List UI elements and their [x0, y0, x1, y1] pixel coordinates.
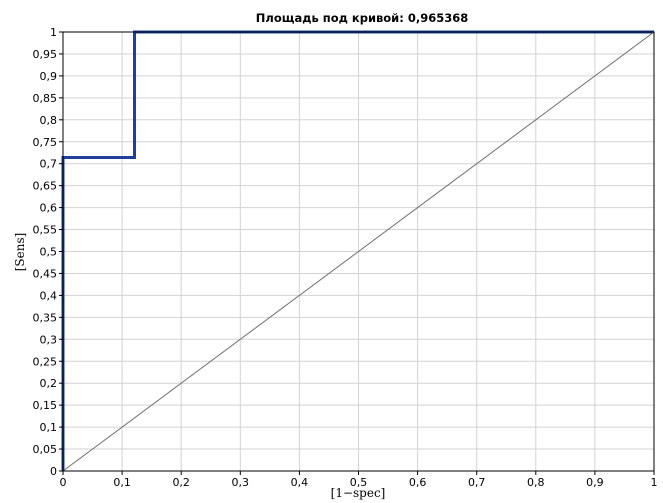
y-tick-label: 0,2: [40, 377, 58, 390]
y-tick-label: 0,8: [40, 114, 58, 127]
x-tick-label: 0,8: [527, 476, 545, 489]
y-tick-label: 0,1: [40, 421, 58, 434]
y-tick-label: 0: [50, 465, 57, 478]
y-tick-label: 0,85: [33, 92, 58, 105]
y-tick-label: 0,15: [33, 399, 58, 412]
x-tick-label: 0,1: [113, 476, 131, 489]
y-tick-label: 0,6: [40, 202, 58, 215]
y-tick-label: 0,25: [33, 355, 58, 368]
y-tick-label: 0,4: [40, 289, 58, 302]
y-tick-label: 0,95: [33, 48, 58, 61]
x-tick-label: 0,7: [468, 476, 486, 489]
x-tick-label: 0,5: [350, 476, 368, 489]
x-tick-label: 0,6: [409, 476, 427, 489]
chart-title: Площадь под кривой: 0,965368: [256, 11, 468, 25]
y-tick-label: 0,75: [33, 136, 58, 149]
diagonal-reference-line: [62, 31, 655, 472]
x-tick-label: 0,9: [586, 476, 604, 489]
x-tick-label: 0,4: [291, 476, 309, 489]
y-axis-label: [Sens]: [13, 233, 27, 272]
x-tick-label: 0,3: [232, 476, 250, 489]
y-tick-label: 0,5: [40, 246, 58, 259]
y-tick-label: 0,35: [33, 311, 58, 324]
y-tick-label: 0,45: [33, 267, 58, 280]
x-axis-label: [1−spec]: [331, 486, 386, 500]
x-tick-label: 0,2: [172, 476, 190, 489]
y-tick-label: 1: [50, 26, 57, 39]
x-tick-label: 1: [651, 476, 658, 489]
y-tick-label: 0,3: [40, 333, 58, 346]
y-tick-label: 0,05: [33, 443, 58, 456]
y-tick-label: 0,55: [33, 224, 58, 237]
x-tick-label: 0: [60, 476, 67, 489]
y-tick-label: 0,65: [33, 180, 58, 193]
y-tick-label: 0,7: [40, 158, 58, 171]
tick-labels: 0 0,1 0,2 0,3 0,4 0,5 0,6 0,7 0,8 0,9 1 0 0,05 0,1 0,1…: [33, 26, 658, 489]
y-tick-label: 0,9: [40, 70, 58, 83]
